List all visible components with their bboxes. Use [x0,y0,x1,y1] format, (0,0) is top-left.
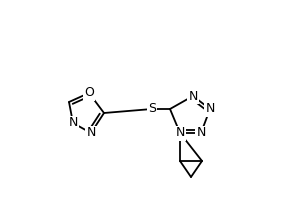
Text: N: N [196,127,206,140]
Text: N: N [188,90,198,102]
Text: O: O [84,86,94,99]
Text: N: N [205,102,215,116]
Text: N: N [86,127,96,140]
Text: N: N [175,127,185,140]
Text: S: S [148,102,156,116]
Text: N: N [68,116,78,130]
